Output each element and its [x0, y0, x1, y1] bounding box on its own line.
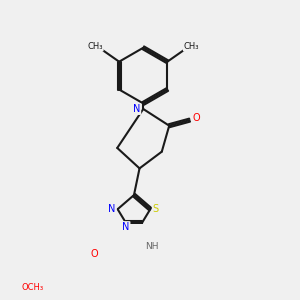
Text: CH₃: CH₃ — [87, 42, 103, 51]
Text: NH: NH — [145, 242, 158, 251]
Text: O: O — [91, 249, 98, 259]
Text: N: N — [122, 222, 130, 232]
Text: OCH₃: OCH₃ — [22, 283, 44, 292]
Text: CH₃: CH₃ — [184, 42, 199, 51]
Text: O: O — [193, 113, 200, 123]
Text: S: S — [153, 204, 159, 214]
Text: N: N — [108, 204, 116, 214]
Text: N: N — [133, 104, 140, 114]
